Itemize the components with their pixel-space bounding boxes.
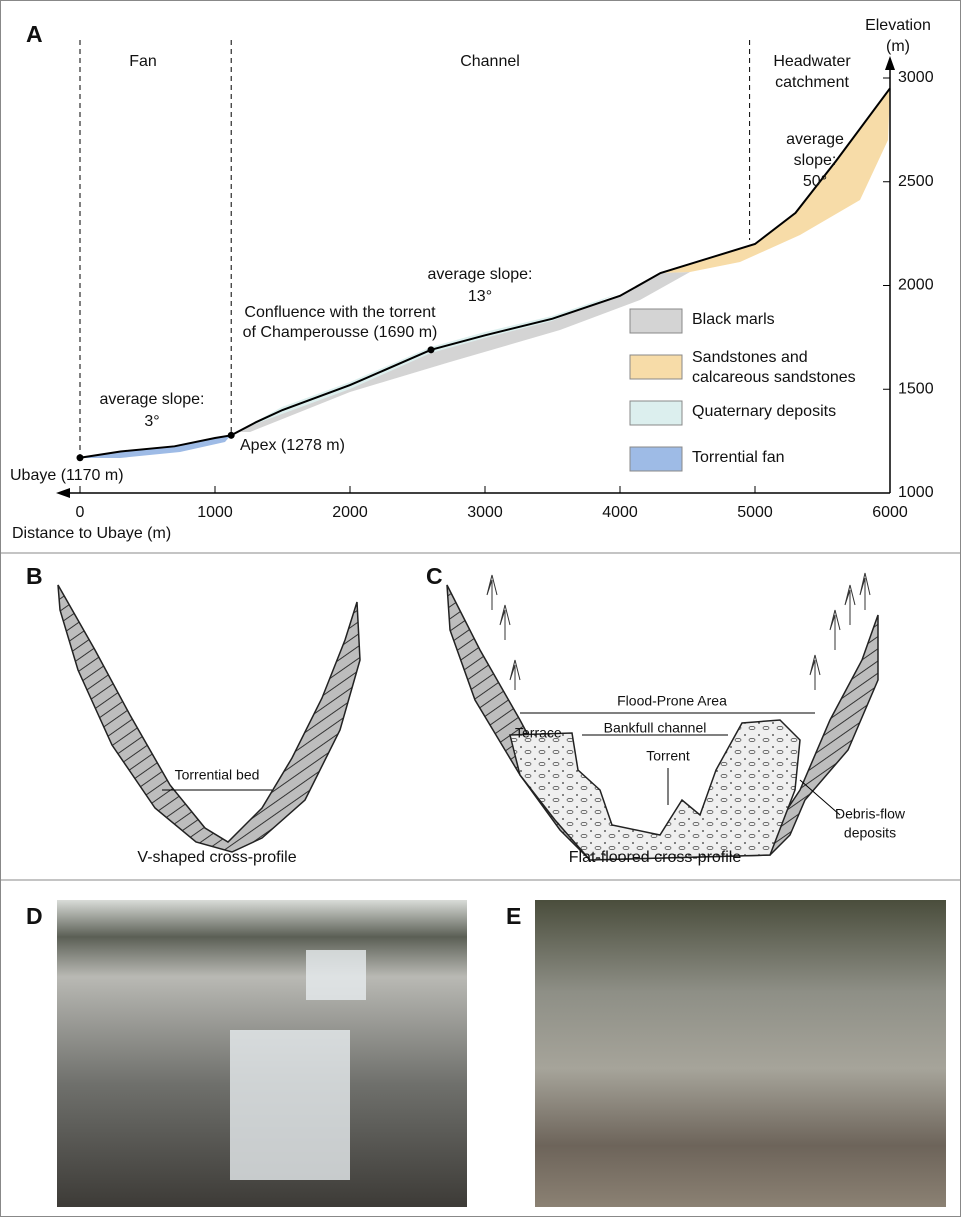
legend-label: Sandstones and bbox=[692, 349, 808, 366]
panel-label: A bbox=[26, 21, 43, 47]
point-label: of Champerousse (1690 m) bbox=[243, 324, 438, 341]
x-tick-label: 2000 bbox=[332, 504, 368, 521]
caption: Flat-floored cross-profile bbox=[569, 849, 742, 866]
annotation: 3° bbox=[144, 413, 159, 430]
y-tick-label: 1500 bbox=[898, 380, 934, 397]
legend-swatch bbox=[630, 401, 682, 425]
label: Flood-Prone Area bbox=[617, 693, 727, 709]
panel-a: A 0 1000 2000 3000 4000 5000 6000 1000 1500 2000 2… bbox=[10, 17, 934, 542]
page: A 0 1000 2000 3000 4000 5000 6000 1000 1500 2000 2… bbox=[0, 0, 961, 1222]
legend-label: Black marls bbox=[692, 311, 775, 328]
legend-label: Torrential fan bbox=[692, 449, 785, 466]
legend-swatch bbox=[630, 447, 682, 471]
point-label: Confluence with the torrent bbox=[244, 304, 436, 321]
x-tick-label: 0 bbox=[76, 504, 85, 521]
deposits bbox=[510, 720, 800, 860]
annotation: average slope: bbox=[100, 391, 205, 408]
arrow bbox=[885, 56, 895, 70]
label: Bankfull channel bbox=[604, 720, 707, 736]
legend-label: calcareous sandstones bbox=[692, 369, 856, 386]
y-tick-label: 1000 bbox=[898, 484, 934, 501]
label: Terrace bbox=[515, 725, 562, 741]
point bbox=[428, 346, 435, 353]
annotation: slope: bbox=[794, 152, 837, 169]
panel-c: C Flood-Prone Area Bankfull channel Terr… bbox=[426, 563, 906, 866]
black-marls-layer bbox=[240, 272, 690, 432]
y-axis-title: (m) bbox=[886, 38, 910, 55]
panel-d: D bbox=[26, 900, 467, 1207]
y-axis-title: Elevation bbox=[865, 17, 931, 34]
y-tick-label: 3000 bbox=[898, 69, 934, 86]
photo bbox=[535, 900, 946, 1207]
label: Debris-flow bbox=[835, 806, 906, 822]
x-tick-label: 4000 bbox=[602, 504, 638, 521]
zone-label: Headwater bbox=[773, 53, 851, 70]
label: deposits bbox=[844, 825, 896, 841]
annotation: 13° bbox=[468, 288, 492, 305]
point-label: Ubaye (1170 m) bbox=[10, 467, 124, 484]
x-tick-label: 6000 bbox=[872, 504, 908, 521]
waterfall bbox=[306, 950, 366, 1000]
point-label: Apex (1278 m) bbox=[240, 437, 345, 454]
legend-swatch bbox=[630, 355, 682, 379]
legend-swatch bbox=[630, 309, 682, 333]
annotation: average bbox=[786, 131, 844, 148]
panel-label: C bbox=[426, 563, 443, 589]
annotation: 50° bbox=[803, 173, 827, 190]
zone-label: Fan bbox=[129, 53, 157, 70]
panel-label: E bbox=[506, 903, 521, 929]
x-tick-label: 5000 bbox=[737, 504, 773, 521]
caption: V-shaped cross-profile bbox=[137, 849, 296, 866]
point bbox=[77, 454, 84, 461]
panel-e: E bbox=[506, 900, 946, 1207]
zone-label: Channel bbox=[460, 53, 520, 70]
panel-label: D bbox=[26, 903, 43, 929]
figure: A 0 1000 2000 3000 4000 5000 6000 1000 1500 2000 2… bbox=[0, 0, 961, 1217]
x-tick-label: 3000 bbox=[467, 504, 503, 521]
rock bbox=[58, 585, 360, 852]
panel-b: B Torrential bed V-shaped cross-profile bbox=[26, 563, 360, 866]
annotation: average slope: bbox=[428, 266, 533, 283]
y-tick-label: 2500 bbox=[898, 173, 934, 190]
label: Torrential bed bbox=[175, 767, 260, 783]
arrow bbox=[56, 488, 70, 498]
zone-label: catchment bbox=[775, 74, 849, 91]
sandstone-layer bbox=[660, 88, 890, 273]
y-tick-label: 2000 bbox=[898, 277, 934, 294]
trees bbox=[487, 573, 870, 690]
x-tick-label: 1000 bbox=[197, 504, 233, 521]
waterfall bbox=[230, 1030, 350, 1180]
label: Torrent bbox=[646, 748, 690, 764]
legend-label: Quaternary deposits bbox=[692, 403, 836, 420]
panel-label: B bbox=[26, 563, 43, 589]
point bbox=[228, 432, 235, 439]
x-axis-title: Distance to Ubaye (m) bbox=[12, 525, 171, 542]
